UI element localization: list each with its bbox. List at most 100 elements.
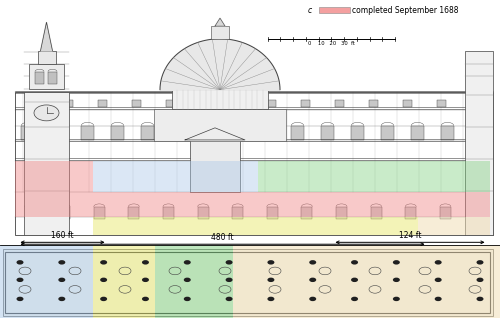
Bar: [0, 0, 500, 240]
Bar: [231, 126, 243, 140]
Circle shape: [226, 278, 232, 282]
Circle shape: [58, 278, 66, 282]
Bar: [436, 100, 446, 107]
Bar: [258, 192, 335, 217]
Polygon shape: [40, 22, 52, 51]
Circle shape: [184, 278, 191, 282]
Bar: [418, 192, 490, 217]
Circle shape: [58, 260, 66, 265]
Circle shape: [476, 260, 484, 265]
Circle shape: [184, 260, 191, 265]
Bar: [0, 245, 92, 318]
Circle shape: [226, 260, 232, 265]
Bar: [291, 126, 304, 140]
Bar: [155, 245, 232, 318]
Bar: [132, 100, 141, 107]
Bar: [319, 7, 350, 13]
Bar: [261, 126, 274, 140]
Bar: [15, 161, 92, 192]
Circle shape: [434, 297, 442, 301]
Bar: [24, 92, 69, 235]
Bar: [154, 109, 286, 141]
Bar: [111, 126, 124, 140]
Bar: [198, 207, 208, 219]
Bar: [21, 126, 34, 140]
Bar: [2, 249, 492, 316]
Circle shape: [226, 297, 232, 301]
Bar: [52, 126, 64, 140]
Circle shape: [16, 297, 24, 301]
Circle shape: [434, 260, 442, 265]
Circle shape: [58, 297, 66, 301]
Bar: [370, 207, 382, 219]
Bar: [38, 51, 56, 64]
Text: 480 ft: 480 ft: [211, 233, 234, 242]
Bar: [302, 207, 312, 219]
Bar: [29, 64, 64, 89]
Bar: [171, 126, 183, 140]
Bar: [406, 207, 416, 219]
Circle shape: [476, 297, 484, 301]
Bar: [24, 207, 36, 219]
Bar: [268, 100, 276, 107]
Bar: [418, 217, 490, 235]
Circle shape: [351, 278, 358, 282]
Bar: [369, 100, 378, 107]
Bar: [471, 126, 484, 140]
Bar: [81, 126, 94, 140]
Circle shape: [100, 297, 107, 301]
Bar: [201, 126, 213, 140]
Circle shape: [100, 278, 107, 282]
Bar: [163, 207, 174, 219]
Bar: [0, 245, 500, 318]
Bar: [180, 192, 258, 217]
Bar: [442, 126, 454, 140]
Bar: [411, 126, 424, 140]
Circle shape: [100, 260, 107, 265]
Bar: [92, 217, 180, 235]
Circle shape: [393, 260, 400, 265]
Circle shape: [309, 278, 316, 282]
Bar: [5, 252, 490, 313]
Circle shape: [34, 105, 59, 121]
Circle shape: [351, 297, 358, 301]
Bar: [351, 126, 364, 140]
Circle shape: [142, 278, 149, 282]
Text: 160 ft: 160 ft: [51, 231, 74, 240]
Polygon shape: [215, 18, 225, 26]
Bar: [470, 100, 480, 107]
Bar: [258, 161, 335, 192]
Bar: [474, 207, 486, 219]
Bar: [382, 126, 394, 140]
Bar: [211, 26, 229, 39]
Bar: [336, 207, 347, 219]
Bar: [166, 100, 175, 107]
Bar: [48, 72, 57, 84]
Circle shape: [351, 260, 358, 265]
Bar: [258, 217, 335, 235]
Bar: [15, 192, 92, 217]
Circle shape: [16, 260, 24, 265]
Bar: [335, 161, 417, 192]
Circle shape: [268, 278, 274, 282]
Bar: [172, 90, 268, 109]
Bar: [267, 207, 278, 219]
Bar: [59, 207, 70, 219]
Bar: [92, 192, 180, 217]
Bar: [335, 100, 344, 107]
Bar: [98, 100, 107, 107]
Bar: [142, 126, 154, 140]
Bar: [403, 100, 412, 107]
Bar: [128, 207, 140, 219]
Bar: [234, 100, 242, 107]
Bar: [64, 100, 74, 107]
Bar: [440, 207, 451, 219]
Polygon shape: [185, 128, 245, 140]
Text: completed September 1688: completed September 1688: [352, 6, 459, 15]
Bar: [180, 217, 258, 235]
Circle shape: [434, 278, 442, 282]
Bar: [321, 126, 334, 140]
Bar: [190, 140, 240, 192]
Bar: [94, 207, 104, 219]
Bar: [200, 100, 208, 107]
